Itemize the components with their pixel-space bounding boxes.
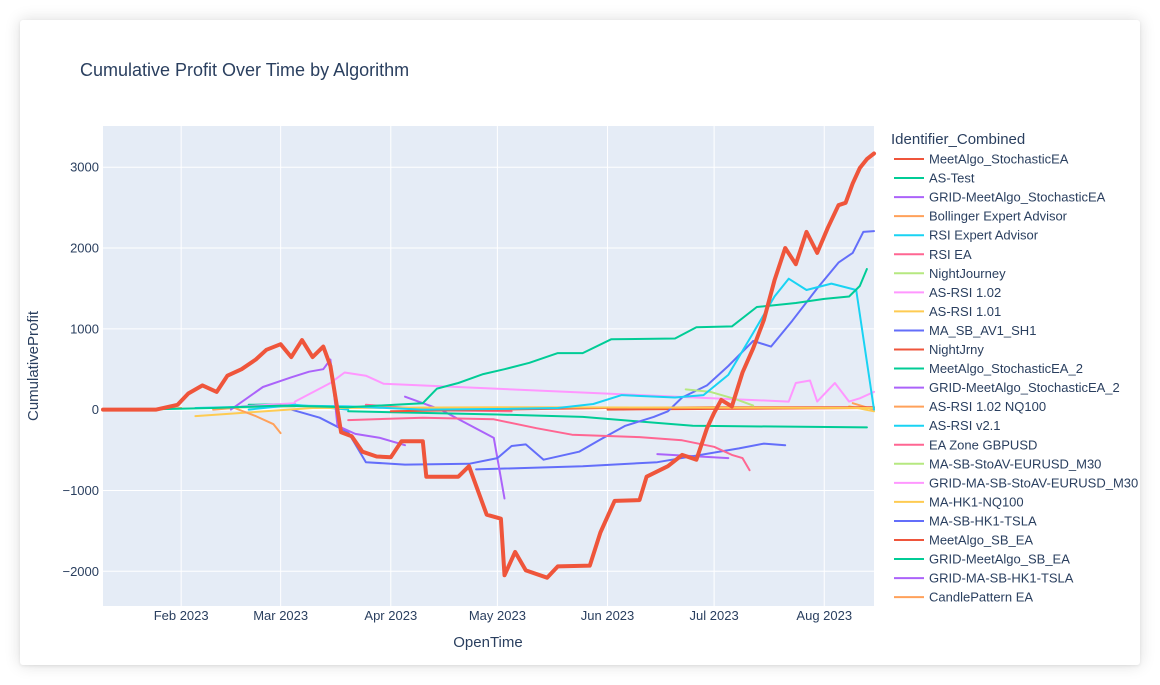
legend-label: GRID-MeetAlgo_SB_EA (929, 552, 1070, 567)
y-tick-label: −1000 (62, 483, 99, 498)
series-line-bollinger-expert-advisor (212, 407, 282, 435)
x-tick-label: Jul 2023 (690, 608, 739, 623)
legend-label: MeetAlgo_StochasticEA (929, 152, 1069, 167)
legend-label: EA Zone GBPUSD (929, 437, 1037, 452)
legend-label: GRID-MA-SB-StoAV-EURUSD_M30 (929, 475, 1138, 490)
legend-item[interactable]: AS-Test (894, 171, 975, 186)
legend-item[interactable]: MeetAlgo_StochasticEA (894, 152, 1069, 167)
series-line-rsi-ea (347, 416, 751, 472)
series-line-grid-meetalgo-stochasticea (229, 358, 406, 447)
legend-item[interactable]: MeetAlgo_StochasticEA_2 (894, 361, 1083, 376)
legend-item[interactable]: GRID-MeetAlgo_StochasticEA_2 (894, 380, 1120, 395)
x-axis-title: OpenTime (453, 634, 522, 651)
legend-item[interactable]: RSI EA (894, 247, 972, 262)
legend-item[interactable]: GRID-MA-SB-StoAV-EURUSD_M30 (894, 475, 1138, 490)
x-tick-label: Jun 2023 (581, 608, 635, 623)
series-lines (101, 151, 876, 580)
series-line-as-rsi-1-01 (194, 406, 875, 418)
legend-item[interactable]: GRID-MA-SB-HK1-TSLA (894, 571, 1074, 586)
x-tick-label: Aug 2023 (796, 608, 852, 623)
series-line-nightjourney (684, 388, 755, 407)
legend-item[interactable]: AS-RSI 1.02 (894, 285, 1001, 300)
series-line-meetalgo-stochasticea-2 (347, 410, 868, 429)
legend-title: Identifier_Combined (891, 131, 1025, 148)
series-line-ma-sb-av1-sh1 (290, 230, 875, 466)
legend-label: RSI EA (929, 247, 972, 262)
y-tick-label: 0 (92, 402, 99, 417)
legend-item[interactable]: MA-HK1-NQ100 (894, 494, 1024, 509)
legend-label: AS-RSI 1.02 (929, 285, 1001, 300)
legend-item[interactable]: MA-SB-StoAV-EURUSD_M30 (894, 456, 1101, 471)
series-line-as-rsi-1-02 (293, 371, 875, 403)
series-line-as-test (137, 268, 868, 411)
legend-item[interactable]: EA Zone GBPUSD (894, 437, 1037, 452)
x-axis-ticks: Feb 2023 Mar 2023 Apr 2023 May 2023 Jun 2023… (154, 608, 852, 623)
chart-title: Cumulative Profit Over Time by Algorithm (80, 60, 409, 80)
legend-label: MA-HK1-NQ100 (929, 494, 1024, 509)
x-tick-label: May 2023 (469, 608, 526, 623)
legend-label: MeetAlgo_SB_EA (929, 533, 1033, 548)
legend-label: NightJrny (929, 342, 984, 357)
legend-item[interactable]: AS-RSI 1.02 NQ100 (894, 399, 1046, 414)
legend-label: AS-Test (929, 171, 975, 186)
legend[interactable]: MeetAlgo_StochasticEA AS-Test GRID-MeetAlg… (894, 152, 1138, 605)
series-line-meetalgo-stochasticea (101, 151, 876, 580)
y-tick-label: 2000 (70, 241, 99, 256)
legend-label: AS-RSI v2.1 (929, 418, 1001, 433)
legend-item[interactable]: MeetAlgo_SB_EA (894, 533, 1033, 548)
legend-item[interactable]: NightJrny (894, 342, 984, 357)
legend-label: NightJourney (929, 266, 1006, 281)
legend-label: CandlePattern EA (929, 590, 1033, 605)
legend-label: AS-RSI 1.02 NQ100 (929, 399, 1046, 414)
legend-item[interactable]: CandlePattern EA (894, 590, 1033, 605)
y-axis-title: CumulativeProfit (25, 310, 42, 421)
legend-label: Bollinger Expert Advisor (929, 209, 1068, 224)
legend-label: MA-SB-StoAV-EURUSD_M30 (929, 456, 1101, 471)
legend-label: MA_SB_AV1_SH1 (929, 323, 1036, 338)
legend-item[interactable]: AS-RSI 1.01 (894, 304, 1001, 319)
legend-label: GRID-MeetAlgo_StochasticEA_2 (929, 380, 1120, 395)
series-line-rsi-expert-advisor (194, 277, 875, 411)
x-tick-label: Apr 2023 (364, 608, 417, 623)
legend-label: RSI Expert Advisor (929, 228, 1039, 243)
legend-item[interactable]: AS-RSI v2.1 (894, 418, 1001, 433)
legend-label: AS-RSI 1.01 (929, 304, 1001, 319)
legend-item[interactable]: NightJourney (894, 266, 1006, 281)
y-tick-label: 1000 (70, 321, 99, 336)
x-tick-label: Mar 2023 (253, 608, 308, 623)
x-tick-label: Feb 2023 (154, 608, 209, 623)
legend-item[interactable]: GRID-MeetAlgo_SB_EA (894, 552, 1070, 567)
legend-item[interactable]: GRID-MeetAlgo_StochasticEA (894, 190, 1106, 205)
legend-label: GRID-MeetAlgo_StochasticEA (929, 190, 1106, 205)
legend-item[interactable]: RSI Expert Advisor (894, 228, 1039, 243)
y-axis-ticks: 3000 2000 1000 0 −1000 −2000 (62, 160, 99, 579)
legend-item[interactable]: MA-SB-HK1-TSLA (894, 513, 1037, 528)
legend-label: MeetAlgo_StochasticEA_2 (929, 361, 1083, 376)
legend-item[interactable]: MA_SB_AV1_SH1 (894, 323, 1036, 338)
legend-label: MA-SB-HK1-TSLA (929, 513, 1037, 528)
legend-item[interactable]: Bollinger Expert Advisor (894, 209, 1068, 224)
plot-area (103, 126, 874, 606)
y-tick-label: 3000 (70, 160, 99, 175)
y-tick-label: −2000 (62, 564, 99, 579)
legend-label: GRID-MA-SB-HK1-TSLA (929, 571, 1074, 586)
